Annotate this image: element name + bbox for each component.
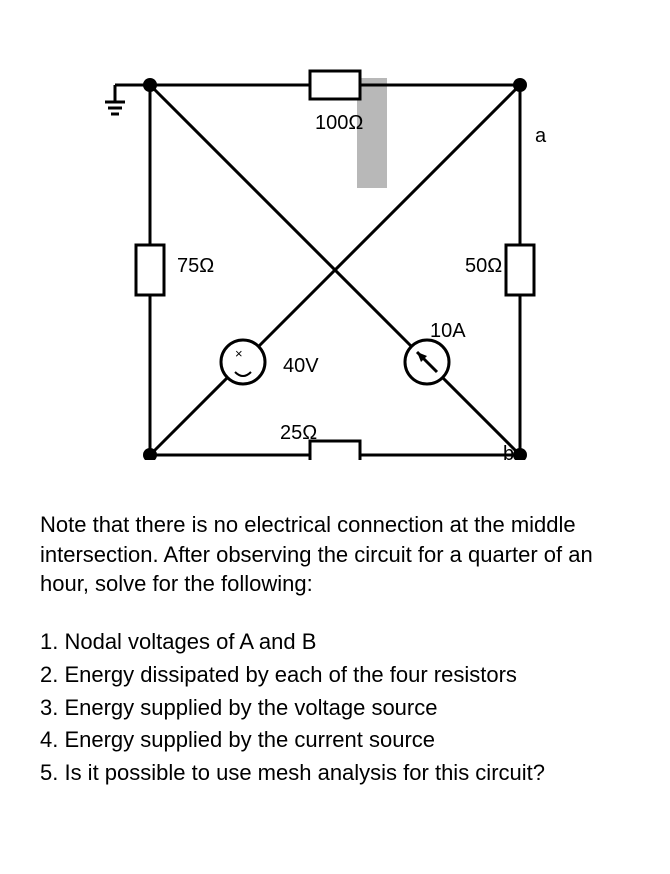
note-text: Note that there is no electrical connect…	[40, 510, 630, 599]
question-list: 1. Nodal voltages of A and B 2. Energy d…	[40, 627, 630, 789]
label-v-src: 40V	[283, 355, 319, 378]
label-r-left: 75Ω	[177, 255, 214, 278]
question-item: 4. Energy supplied by the current source	[40, 725, 630, 756]
question-item: 2. Energy dissipated by each of the four…	[40, 660, 630, 691]
question-item: 5. Is it possible to use mesh analysis f…	[40, 758, 630, 789]
label-node-b: b	[503, 443, 514, 466]
question-item: 3. Energy supplied by the voltage source	[40, 693, 630, 724]
circuit-svg: ×	[75, 30, 595, 460]
question-item: 1. Nodal voltages of A and B	[40, 627, 630, 658]
svg-text:×: ×	[235, 346, 243, 361]
label-r-bottom: 25Ω	[280, 422, 317, 445]
label-node-a: a	[535, 125, 546, 148]
label-r-top: 100Ω	[315, 112, 363, 135]
label-i-src: 10A	[430, 320, 466, 343]
circuit-diagram: × 100Ω 75Ω 50Ω 25Ω 40V 10A a b	[75, 30, 595, 460]
label-r-right: 50Ω	[465, 255, 502, 278]
